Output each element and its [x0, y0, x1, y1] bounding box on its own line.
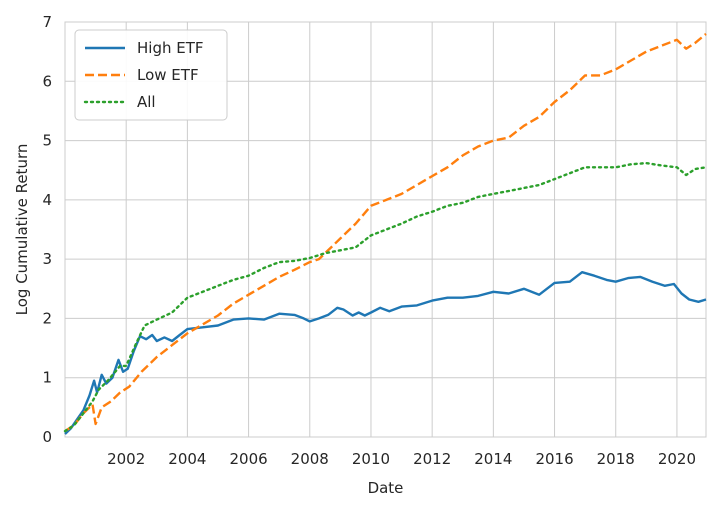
- y-tick-label: 2: [42, 309, 52, 327]
- y-axis-label: Log Cumulative Return: [13, 144, 31, 316]
- x-tick-label: 2002: [107, 450, 145, 468]
- y-tick-label: 3: [42, 250, 52, 268]
- x-axis-label: Date: [368, 479, 404, 497]
- series-line-1: [64, 271, 707, 435]
- legend: High ETF Low ETF All: [74, 29, 228, 121]
- x-tick-label: 2004: [168, 450, 206, 468]
- x-tick-label: 2014: [474, 450, 512, 468]
- grid: [64, 21, 707, 438]
- series-line-3: [63, 161, 708, 433]
- y-tick-label: 7: [42, 13, 52, 31]
- x-tick-label: 2008: [291, 450, 329, 468]
- legend-box: [74, 29, 228, 121]
- x-tick-label: 2020: [658, 450, 696, 468]
- legend-label: All: [137, 93, 156, 111]
- x-tick-label: 2018: [597, 450, 635, 468]
- y-tick-label: 6: [42, 72, 52, 90]
- legend-label: Low ETF: [137, 66, 199, 84]
- x-tick-label: 2012: [413, 450, 451, 468]
- plot-frame: [64, 21, 707, 438]
- series-line-2: [64, 32, 707, 433]
- legend-label: High ETF: [137, 39, 204, 57]
- x-tick-label: 2010: [352, 450, 390, 468]
- y-tick-label: 0: [42, 428, 52, 446]
- x-tick-label: 2016: [535, 450, 573, 468]
- y-tick-label: 5: [42, 132, 52, 150]
- y-axis-ticks: 0 1 2 3 4 5 6 7: [42, 13, 52, 446]
- x-tick-label: 2006: [229, 450, 267, 468]
- y-tick-label: 4: [42, 191, 52, 209]
- y-tick-label: 1: [42, 369, 52, 387]
- x-axis-ticks: 2002 2004 2006 2008 2010 2012 2014 2016 2018 2020: [107, 450, 696, 468]
- series-layer: [63, 32, 708, 435]
